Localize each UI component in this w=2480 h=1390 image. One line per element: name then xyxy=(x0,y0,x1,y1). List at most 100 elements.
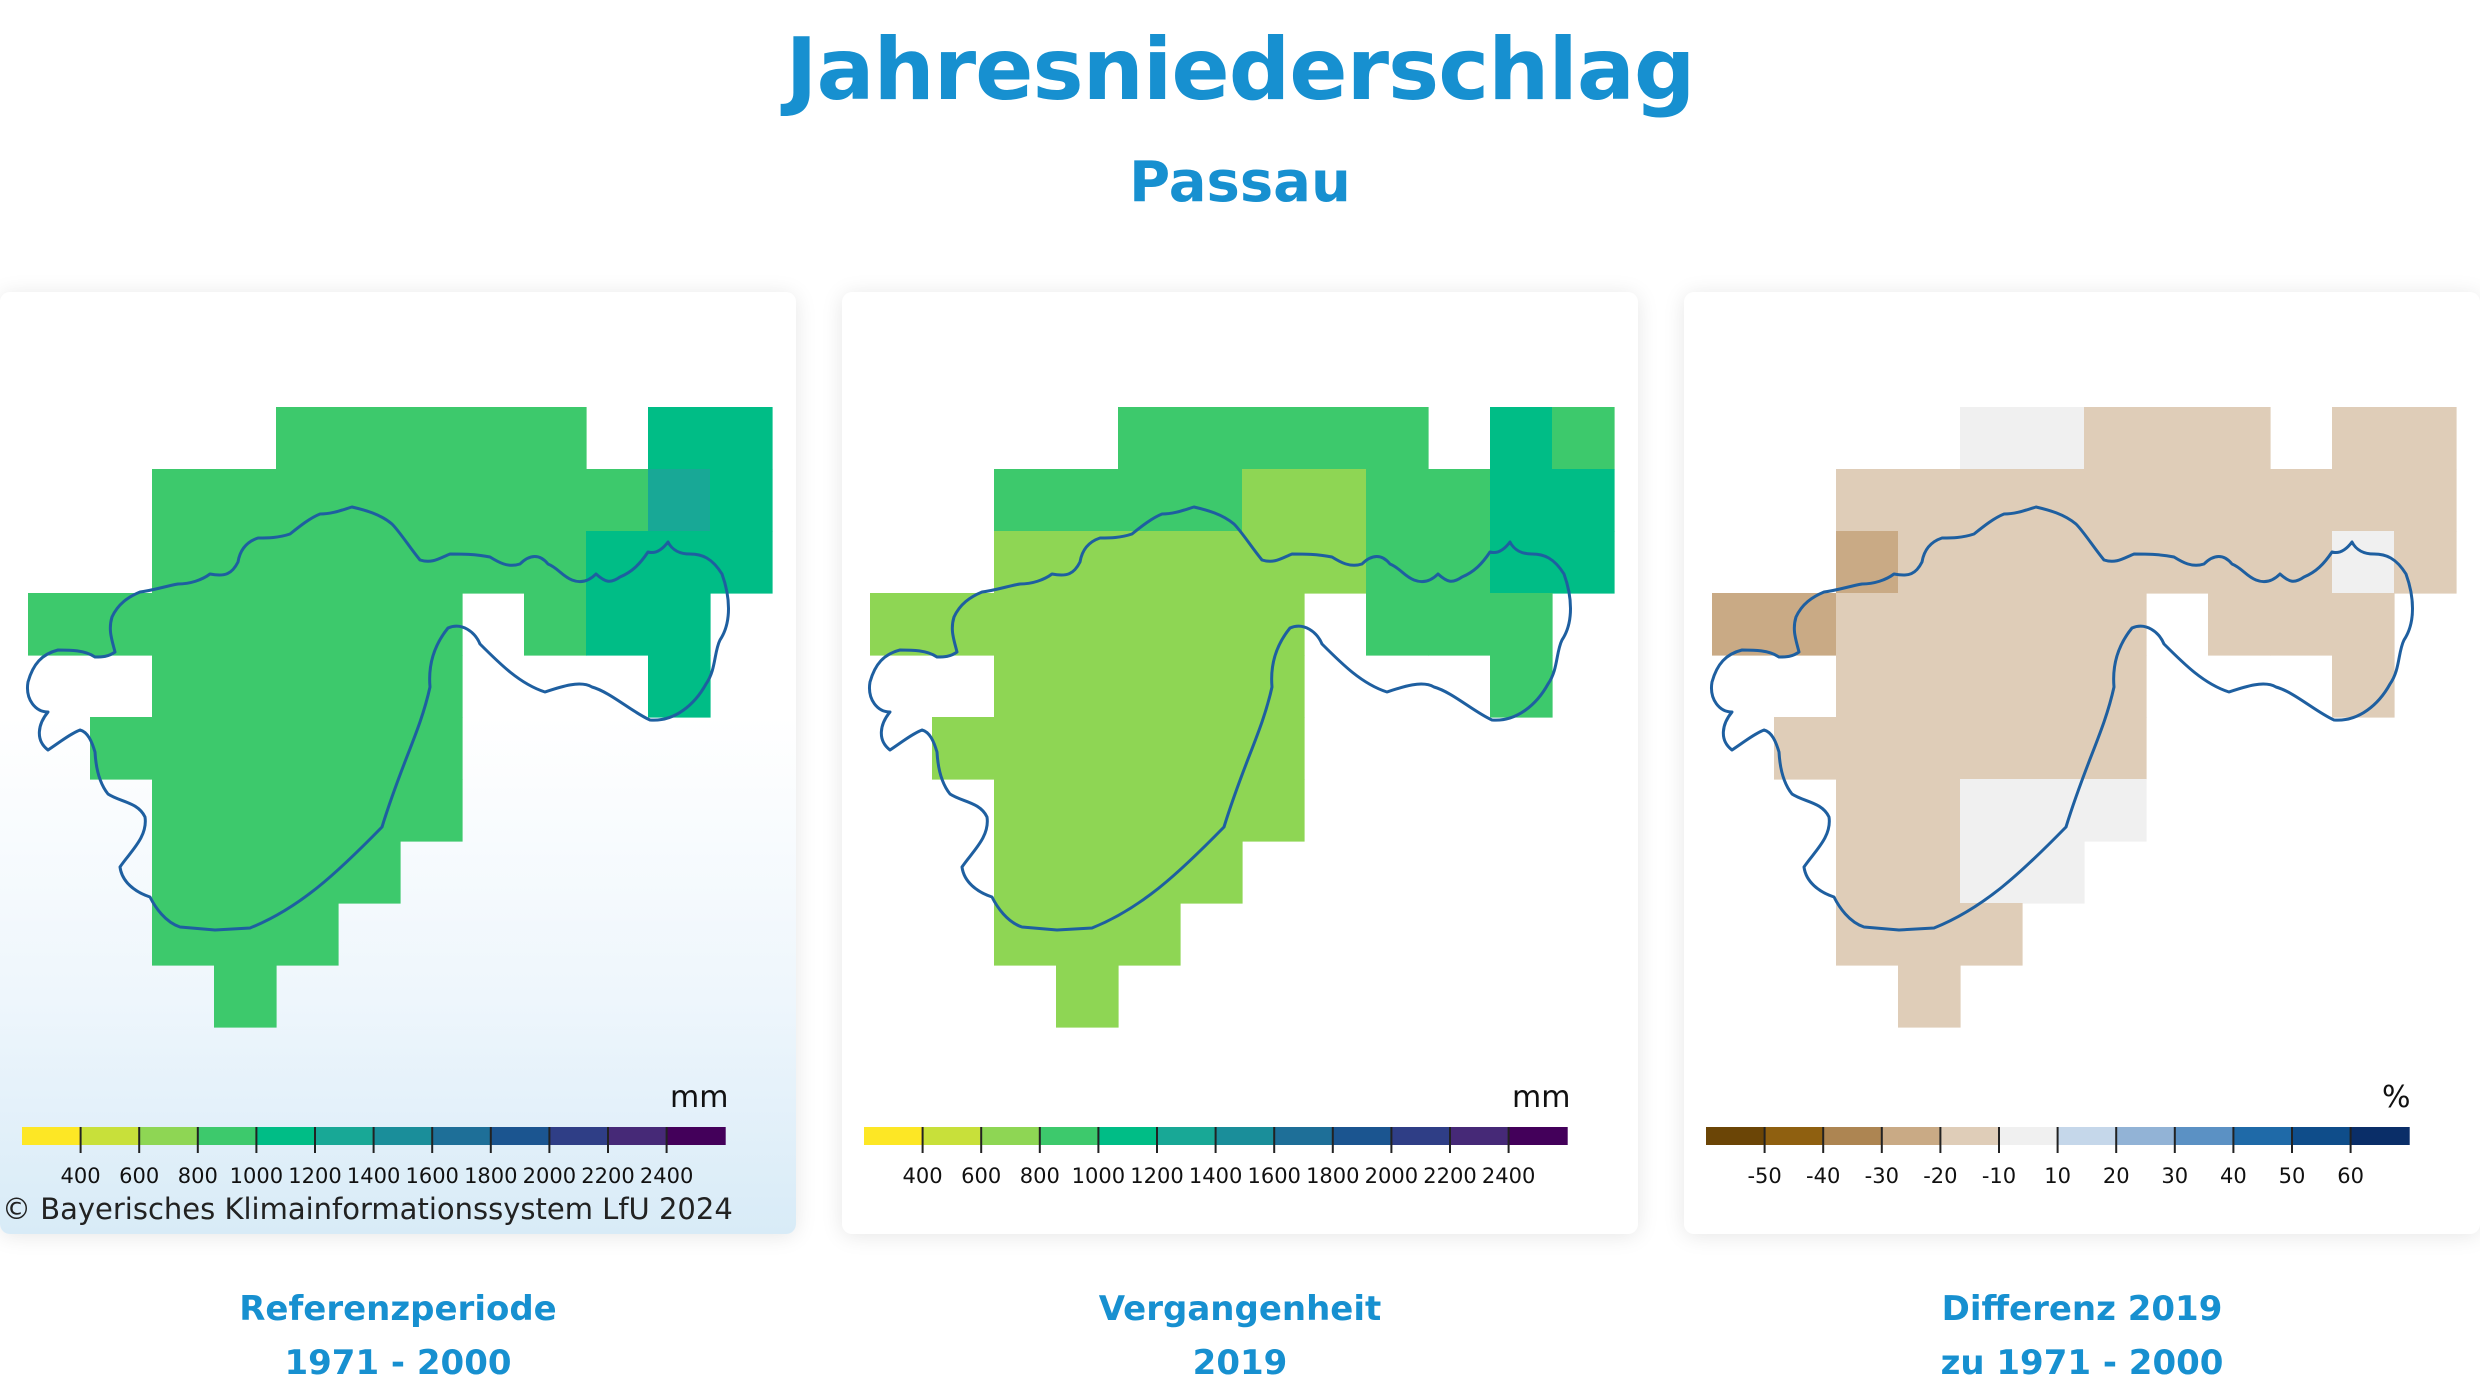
map-grid-cell xyxy=(1836,469,1899,532)
legend-swatch xyxy=(197,1127,257,1145)
map-grid-cell xyxy=(2332,407,2395,470)
map-grid-cell xyxy=(152,655,215,718)
caption-line-2: 1971 - 2000 xyxy=(284,1343,512,1383)
map-grid-cell xyxy=(1366,469,1429,532)
district-outline xyxy=(1710,505,2414,932)
map-grid-cell xyxy=(214,593,277,656)
legend-tick-label: 1000 xyxy=(230,1164,283,1188)
legend-swatch xyxy=(80,1127,140,1145)
map-grid-cell xyxy=(214,965,277,1028)
map-grid-cell xyxy=(90,717,153,780)
map-grid-cell xyxy=(1056,469,1119,532)
map-grid-cell xyxy=(1960,903,2023,966)
map-grid-cell xyxy=(2332,593,2395,656)
map-grid-cell xyxy=(214,903,277,966)
legend-swatch xyxy=(1039,1127,1099,1145)
map-grid-cell xyxy=(1118,779,1181,842)
legend-swatch xyxy=(373,1127,433,1145)
map-grid-cell xyxy=(1180,593,1243,656)
map-grid-cell xyxy=(2022,593,2085,656)
panel-reference-period: 400 600 800 1000 1200 1400 1600 1800 2000 2200 240… xyxy=(0,292,796,1234)
precipitation-map-2019: 400 600 800 1000 1200 1400 1600 1800 2000 2200 240… xyxy=(864,407,1615,1188)
map-grid-cell xyxy=(400,593,463,656)
map-grid-cell xyxy=(870,593,933,656)
map-grid-cell xyxy=(2208,531,2271,594)
map-grid-cell xyxy=(2208,469,2271,532)
map-grid-cell xyxy=(710,407,773,470)
map-grid-cell xyxy=(276,717,339,780)
panel-past-2019: 400 600 800 1000 1200 1400 1600 1800 2000 2200 240… xyxy=(842,292,1638,1234)
map-grid-cell xyxy=(1118,903,1181,966)
map-grid-cell xyxy=(994,779,1057,842)
map-grid-cell xyxy=(2084,593,2147,656)
map-grid-cell xyxy=(1490,593,1553,656)
map-grid-cell xyxy=(276,779,339,842)
legend-tick-label: -50 xyxy=(1747,1164,1781,1188)
map-grid-cell xyxy=(1898,593,1961,656)
legend-swatch xyxy=(2057,1127,2117,1145)
map-grid-cell xyxy=(400,779,463,842)
map-grid-cell xyxy=(1180,655,1243,718)
map-grid-cell xyxy=(2394,531,2457,594)
map-grid-cell xyxy=(1898,779,1961,842)
map-grid-cell xyxy=(338,407,401,470)
map-grid-cell xyxy=(462,531,525,594)
map-grid-cell xyxy=(214,779,277,842)
map-grid-cell xyxy=(152,841,215,904)
legend-tick-label: 2200 xyxy=(581,1164,634,1188)
legend-swatch xyxy=(1391,1127,1451,1145)
map-grid-cell xyxy=(2394,407,2457,470)
legend-swatch xyxy=(1274,1127,1334,1145)
map-grid-cell xyxy=(338,717,401,780)
caption-line-2: zu 1971 - 2000 xyxy=(1940,1343,2224,1383)
legend-tick-label: 400 xyxy=(61,1164,101,1188)
map-grid-cell xyxy=(1490,531,1553,594)
legend-swatch xyxy=(1098,1127,1158,1145)
legend-swatch xyxy=(1999,1127,2059,1145)
legend-tick-label: 40 xyxy=(2220,1164,2247,1188)
map-grid-cell xyxy=(2084,779,2147,842)
map-grid-cell xyxy=(2084,407,2147,470)
map-grid-cell xyxy=(1056,531,1119,594)
map-grid-cell xyxy=(1180,717,1243,780)
map-grid-cell xyxy=(2022,531,2085,594)
legend-tick-label: -30 xyxy=(1865,1164,1899,1188)
legend-unit: mm xyxy=(1512,1080,1571,1115)
map-grid-cell xyxy=(1898,965,1961,1028)
legend-tick-label: 2200 xyxy=(1423,1164,1476,1188)
map-grid-cell xyxy=(1366,531,1429,594)
legend-swatch xyxy=(2350,1127,2410,1145)
map-grid-cell xyxy=(1180,841,1243,904)
precipitation-map-reference: 400 600 800 1000 1200 1400 1600 1800 2000 2200 240… xyxy=(22,407,773,1188)
legend-tick-label: 1400 xyxy=(1189,1164,1242,1188)
map-grid-cell xyxy=(648,407,711,470)
map-grid-cell xyxy=(2146,469,2209,532)
map-grid-cell xyxy=(524,469,587,532)
map-grid-cell xyxy=(276,903,339,966)
map-grid-cell xyxy=(214,531,277,594)
legend-swatch xyxy=(1706,1127,1766,1145)
map-grid-cell xyxy=(338,531,401,594)
legend-swatch xyxy=(922,1127,982,1145)
legend-tick-label: 2400 xyxy=(1482,1164,1535,1188)
map-grid-cell xyxy=(586,469,649,532)
legend-tick-label: 1200 xyxy=(288,1164,341,1188)
legend-swatch xyxy=(432,1127,492,1145)
map-grid-cell xyxy=(1118,531,1181,594)
map-grid-cell xyxy=(1056,779,1119,842)
map-grid-cell xyxy=(2146,407,2209,470)
legend-swatch xyxy=(2292,1127,2352,1145)
legend-tick-label: 400 xyxy=(903,1164,943,1188)
legend-tick-label: 1600 xyxy=(405,1164,458,1188)
map-grid-cell xyxy=(1428,469,1491,532)
legend-swatch xyxy=(315,1127,375,1145)
map-grid-cell xyxy=(1304,469,1367,532)
map-grid-cell xyxy=(1242,407,1305,470)
map-grid-cell xyxy=(338,779,401,842)
caption-line-2: 2019 xyxy=(1192,1343,1288,1383)
map-grid-cell xyxy=(1366,407,1429,470)
legend-tick-label: 1800 xyxy=(464,1164,517,1188)
page-title: Jahresniederschlag xyxy=(785,20,1696,120)
map-grid-cell xyxy=(1242,469,1305,532)
legend-tick-label: 1400 xyxy=(347,1164,400,1188)
